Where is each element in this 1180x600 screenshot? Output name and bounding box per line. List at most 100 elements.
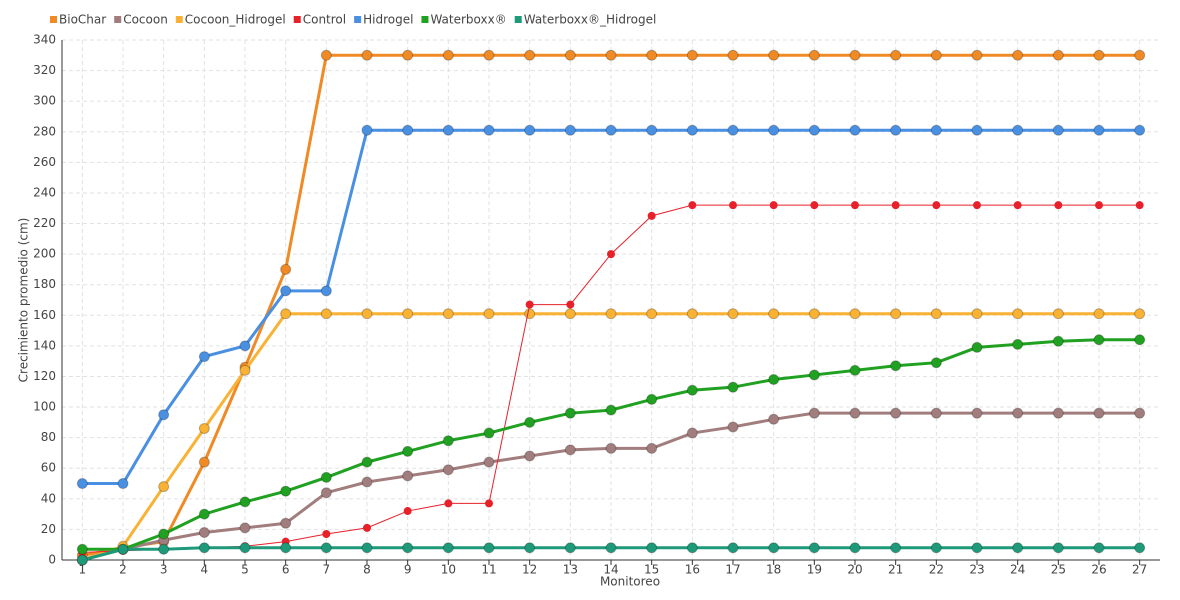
data-point <box>280 542 292 554</box>
data-point <box>646 308 658 320</box>
data-point <box>646 124 658 136</box>
x-tick-label: 11 <box>481 563 496 577</box>
data-point <box>280 263 292 275</box>
data-point <box>198 456 210 468</box>
data-point <box>605 308 617 320</box>
data-point <box>768 49 780 61</box>
data-point <box>727 124 739 136</box>
data-point <box>768 542 780 554</box>
x-tick-label: 15 <box>644 563 659 577</box>
data-point <box>727 308 739 320</box>
x-tick-label: 8 <box>363 563 371 577</box>
data-point <box>808 49 820 61</box>
data-point <box>1012 308 1024 320</box>
y-tick-label: 40 <box>41 491 56 505</box>
data-point <box>361 124 373 136</box>
data-point <box>158 543 170 555</box>
data-point <box>971 124 983 136</box>
y-tick-label: 280 <box>33 124 56 138</box>
data-point <box>363 523 371 532</box>
data-point <box>76 554 88 566</box>
data-point <box>158 481 170 493</box>
x-tick-label: 18 <box>766 563 781 577</box>
legend-label: Hidrogel <box>363 13 413 27</box>
data-point <box>361 476 373 488</box>
data-point <box>1054 201 1063 210</box>
data-point <box>646 49 658 61</box>
data-point <box>442 49 454 61</box>
data-point <box>930 407 942 419</box>
data-point <box>564 542 576 554</box>
data-point <box>566 300 575 309</box>
data-point <box>239 340 251 352</box>
data-point <box>483 456 495 468</box>
y-tick-label: 340 <box>33 33 56 47</box>
x-tick-label: 27 <box>1132 563 1147 577</box>
data-point <box>890 542 902 554</box>
x-axis-label: Monitoreo <box>600 575 660 589</box>
data-point <box>686 542 698 554</box>
data-point <box>442 542 454 554</box>
data-point <box>239 364 251 376</box>
data-point <box>971 341 983 353</box>
data-point <box>930 49 942 61</box>
data-point <box>808 369 820 381</box>
data-point <box>686 308 698 320</box>
data-point <box>1012 407 1024 419</box>
data-point <box>727 49 739 61</box>
x-tick-label: 1 <box>79 563 87 577</box>
data-point <box>971 542 983 554</box>
data-point <box>849 364 861 376</box>
x-tick-label: 24 <box>1010 563 1025 577</box>
data-point <box>686 49 698 61</box>
data-point <box>402 542 414 554</box>
data-point <box>686 124 698 136</box>
data-point <box>564 308 576 320</box>
data-point <box>849 407 861 419</box>
data-point <box>727 542 739 554</box>
data-point <box>605 542 617 554</box>
data-point <box>280 285 292 297</box>
data-point <box>485 499 493 508</box>
data-point <box>727 381 739 393</box>
data-point <box>727 421 739 433</box>
x-tick-label: 12 <box>522 563 537 577</box>
data-point <box>483 427 495 439</box>
data-point <box>1134 308 1146 320</box>
x-tick-label: 22 <box>929 563 944 577</box>
data-point <box>768 308 780 320</box>
y-tick-label: 200 <box>33 247 56 261</box>
data-point <box>198 422 210 434</box>
x-tick-label: 2 <box>119 563 127 577</box>
data-point <box>403 507 412 516</box>
data-point <box>1134 49 1146 61</box>
data-point <box>402 445 414 457</box>
data-point <box>1052 49 1064 61</box>
data-point <box>688 201 697 210</box>
legend-swatch <box>114 16 122 23</box>
data-point <box>1135 201 1144 210</box>
data-point <box>605 124 617 136</box>
data-point <box>483 124 495 136</box>
data-point <box>564 49 576 61</box>
legend-swatch <box>50 16 57 23</box>
data-point <box>483 49 495 61</box>
data-point <box>930 124 942 136</box>
x-tick-label: 20 <box>847 563 862 577</box>
data-point <box>402 308 414 320</box>
data-point <box>1134 542 1146 554</box>
data-point <box>76 543 88 555</box>
data-point <box>607 250 615 259</box>
data-point <box>1052 542 1064 554</box>
y-axis-label: Crecimiento promedio (cm) <box>17 218 31 383</box>
data-point <box>280 517 292 529</box>
data-point <box>1134 334 1146 346</box>
data-point <box>930 542 942 554</box>
legend-swatch <box>175 16 183 23</box>
data-point <box>483 542 495 554</box>
x-tick-label: 6 <box>282 563 290 577</box>
data-point <box>117 478 129 490</box>
data-point <box>1093 124 1105 136</box>
data-point <box>1052 124 1064 136</box>
